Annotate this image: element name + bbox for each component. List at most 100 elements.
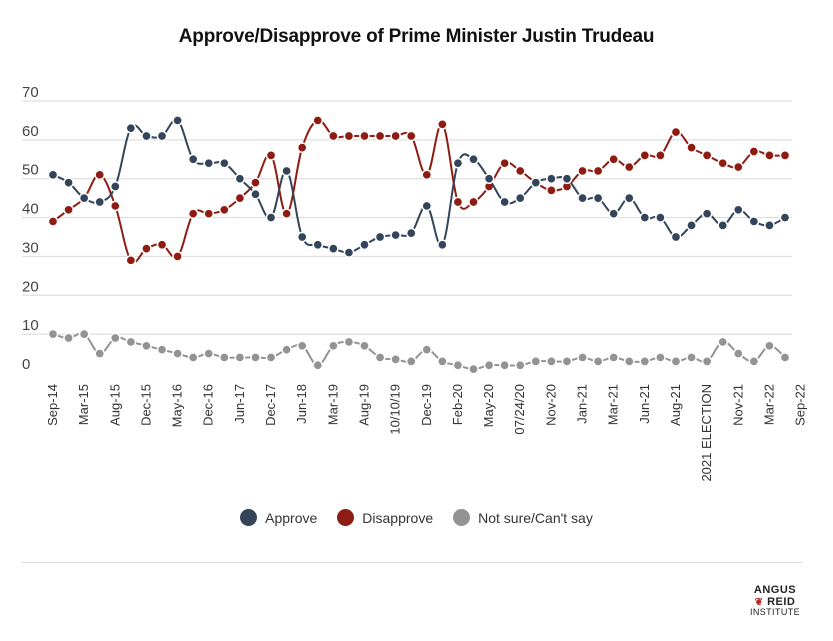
data-point-disapprove (717, 157, 729, 169)
data-point-approve (47, 169, 59, 181)
data-point-not-sure-can-t-say (608, 352, 620, 363)
data-point-disapprove (764, 150, 775, 161)
y-tick-label: 60 (22, 123, 39, 140)
data-point-not-sure-can-t-say (327, 340, 339, 352)
data-point-not-sure-can-t-say (499, 359, 511, 371)
data-point-disapprove (234, 192, 246, 204)
legend: Approve Disapprove Not sure/Can't say (0, 509, 833, 526)
data-point-disapprove (686, 142, 697, 153)
data-point-not-sure-can-t-say (63, 332, 74, 344)
data-point-approve (655, 212, 666, 223)
data-point-not-sure-can-t-say (561, 355, 573, 367)
legend-label-disapprove: Disapprove (362, 509, 434, 526)
footer-divider (22, 562, 802, 563)
brand-line-2-text: REID (767, 595, 796, 608)
x-tick-label: Nov-21 (730, 384, 745, 426)
data-point-disapprove (514, 165, 526, 177)
x-tick-label: Dec-19 (419, 384, 434, 426)
data-point-approve (546, 173, 557, 185)
data-point-disapprove (748, 146, 760, 157)
x-tick-label: 2021 ELECTION (699, 384, 714, 482)
legend-item-disapprove[interactable]: Disapprove (337, 509, 433, 526)
data-point-disapprove (63, 204, 74, 216)
data-point-approve (608, 208, 620, 220)
data-point-approve (390, 229, 401, 241)
data-point-disapprove (779, 150, 791, 161)
x-tick-label: Mar-21 (606, 384, 621, 425)
y-tick-label: 40 (22, 201, 39, 218)
data-point-not-sure-can-t-say (732, 348, 744, 359)
x-tick-label: Dec-16 (201, 384, 216, 426)
data-point-disapprove (405, 130, 417, 142)
data-point-disapprove (608, 153, 620, 165)
data-point-disapprove (390, 130, 401, 142)
data-point-not-sure-can-t-say (639, 355, 651, 367)
data-point-approve (156, 130, 168, 142)
data-point-disapprove (670, 126, 682, 138)
data-point-not-sure-can-t-say (172, 348, 183, 359)
data-point-disapprove (47, 216, 59, 227)
line-chart: 0 10 20 30 40 50 60 70 Sep-14 Mar-15 Aug-15 Dec-15… (22, 84, 808, 482)
data-point-not-sure-can-t-say (47, 328, 59, 340)
data-point-not-sure-can-t-say (577, 352, 588, 363)
data-point-approve (218, 157, 230, 169)
legend-item-approve[interactable]: Approve (240, 509, 317, 526)
data-point-approve (359, 239, 370, 251)
data-point-disapprove (499, 157, 511, 169)
x-tick-label: Mar-19 (325, 384, 340, 425)
data-point-approve (514, 192, 526, 204)
brand-line-1: ANGUS (753, 584, 797, 596)
y-tick-label: 10 (22, 317, 39, 334)
data-point-not-sure-can-t-say (374, 352, 386, 363)
x-tick-label: Sep-22 (793, 384, 808, 426)
data-point-approve (405, 227, 417, 239)
x-tick-label: May-16 (170, 384, 185, 427)
data-point-disapprove (265, 150, 277, 161)
data-point-approve (623, 192, 635, 204)
data-point-approve (561, 173, 573, 185)
data-point-approve (187, 153, 199, 165)
data-point-disapprove (141, 243, 152, 255)
data-point-not-sure-can-t-say (701, 355, 713, 367)
legend-label-not-sure: Not sure/Can't say (478, 509, 593, 526)
data-point-approve (670, 231, 682, 243)
y-tick-label: 20 (22, 278, 39, 295)
brand-line-2: ❦ REID (745, 595, 805, 609)
data-point-disapprove (281, 208, 292, 220)
x-tick-label: Nov-20 (543, 384, 558, 426)
maple-leaf-icon: ❦ (754, 596, 764, 608)
data-point-approve (265, 212, 277, 223)
data-point-not-sure-can-t-say (265, 352, 277, 363)
data-point-not-sure-can-t-say (655, 352, 666, 363)
series-not-sure-can-t-say (47, 328, 791, 375)
data-point-not-sure-can-t-say (218, 352, 230, 363)
data-point-approve (732, 204, 744, 216)
data-point-disapprove (296, 142, 308, 153)
brand-line-3: INSTITUTE (749, 607, 801, 618)
data-point-disapprove (623, 161, 635, 173)
y-axis-ticks: 0 10 20 30 40 50 60 70 (22, 84, 39, 373)
data-point-approve (499, 196, 511, 208)
x-tick-label: Aug-21 (668, 384, 683, 426)
legend-label-approve: Approve (265, 509, 318, 526)
x-tick-label: May-20 (481, 384, 496, 427)
data-point-disapprove (125, 254, 137, 266)
data-point-not-sure-can-t-say (109, 332, 121, 344)
data-point-not-sure-can-t-say (343, 336, 355, 348)
data-point-approve (592, 192, 604, 204)
data-point-not-sure-can-t-say (592, 355, 604, 367)
data-point-not-sure-can-t-say (390, 354, 401, 365)
data-point-disapprove (172, 251, 183, 262)
data-point-not-sure-can-t-say (234, 352, 246, 363)
data-point-not-sure-can-t-say (764, 340, 775, 352)
data-point-disapprove (732, 161, 744, 173)
data-point-not-sure-can-t-say (514, 359, 526, 371)
data-point-approve (779, 212, 791, 223)
data-point-approve (764, 219, 775, 231)
legend-item-not-sure[interactable]: Not sure/Can't say (453, 509, 593, 526)
series-approve (47, 115, 791, 258)
data-point-disapprove (639, 150, 651, 161)
x-tick-label: Jun-17 (232, 384, 247, 424)
data-point-approve (577, 192, 588, 204)
data-point-disapprove (203, 208, 215, 220)
